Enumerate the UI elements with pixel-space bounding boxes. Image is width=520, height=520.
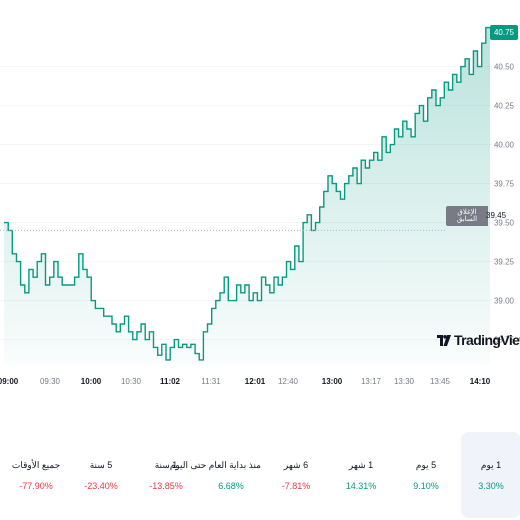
tradingview-logo-icon — [437, 334, 451, 346]
price-chart[interactable]: 38.75 39.00 39.25 39.50 39.75 40.00 40.25 40.50… — [0, 0, 520, 400]
y-tick-label: 40.50 — [493, 62, 514, 72]
x-tick-label: 09:00 — [0, 377, 19, 386]
x-tick-label: 12:40 — [277, 377, 299, 386]
period-label: 1 شهر — [348, 460, 374, 470]
current-price-badge: 40.75 — [489, 25, 518, 40]
period-label: 5 سنة — [89, 460, 113, 470]
period-tab[interactable]: 5 سنة -23.40% — [71, 432, 131, 518]
period-change-value: 3.30% — [478, 481, 504, 491]
x-tick-label: 13:17 — [360, 377, 382, 386]
x-tick-label: 14:10 — [469, 377, 491, 386]
chart-canvas[interactable] — [0, 0, 520, 400]
tradingview-logo[interactable]: TradingView — [437, 332, 520, 348]
period-change-value: -13.85% — [149, 481, 183, 491]
period-change-value: -23.40% — [84, 481, 118, 491]
y-tick-label: 39.00 — [493, 296, 514, 306]
period-change-value: 6.68% — [218, 481, 244, 491]
period-tab[interactable]: 1 شهر 14.31% — [331, 432, 391, 518]
x-tick-label: 10:30 — [120, 377, 142, 386]
period-change-value: -7.81% — [281, 481, 311, 491]
y-tick-label: 38.75 — [493, 335, 514, 345]
period-tab[interactable]: منذ بداية العام حتى اليوم 6.68% — [169, 432, 261, 518]
period-label: 5 يوم — [415, 460, 437, 470]
tradingview-wordmark: TradingView — [454, 332, 520, 348]
x-tick-label: 13:00 — [321, 377, 343, 386]
period-label: جميع الأوقات — [11, 460, 61, 470]
period-change-value: 14.31% — [345, 481, 377, 491]
x-tick-label: 10:00 — [80, 377, 102, 386]
period-tab[interactable]: 1 يوم 3.30% — [461, 432, 520, 518]
x-tick-label: 09:30 — [39, 377, 61, 386]
y-tick-label: 39.50 — [493, 218, 514, 228]
period-tab[interactable]: جميع الأوقات -77.90% — [6, 432, 66, 518]
period-label: منذ بداية العام حتى اليوم — [169, 460, 261, 470]
period-tab[interactable]: 6 شهر -7.81% — [266, 432, 326, 518]
x-tick-label: 11:02 — [159, 377, 181, 386]
y-tick-label: 39.25 — [493, 257, 514, 267]
period-label: 6 شهر — [283, 460, 309, 470]
period-change-value: -77.90% — [19, 481, 53, 491]
period-tab[interactable]: 5 يوم 9.10% — [396, 432, 456, 518]
previous-close-label: الإغلاق السابق — [446, 206, 488, 226]
x-tick-label: 11:31 — [201, 377, 221, 386]
y-tick-label: 39.75 — [493, 179, 514, 189]
period-label: 1 يوم — [480, 460, 502, 470]
period-tab[interactable]: 1 سنة -13.85% — [136, 432, 196, 518]
previous-close-value: 39.45 — [486, 211, 507, 220]
price-line — [4, 26, 490, 361]
y-tick-label: 40.00 — [493, 140, 514, 150]
y-tick-label: 40.25 — [493, 101, 514, 111]
x-tick-label: 13:45 — [429, 377, 451, 386]
period-change-value: 9.10% — [413, 481, 439, 491]
period-label: 1 سنة — [154, 460, 178, 470]
performance-periods: 1 يوم 3.30% 5 يوم 9.10% 1 شهر 14.31% 6 شهر -7.8… — [0, 432, 520, 520]
x-tick-label: 13:30 — [393, 377, 415, 386]
price-area-fill — [4, 27, 490, 365]
x-tick-label: 12:01 — [244, 377, 266, 386]
